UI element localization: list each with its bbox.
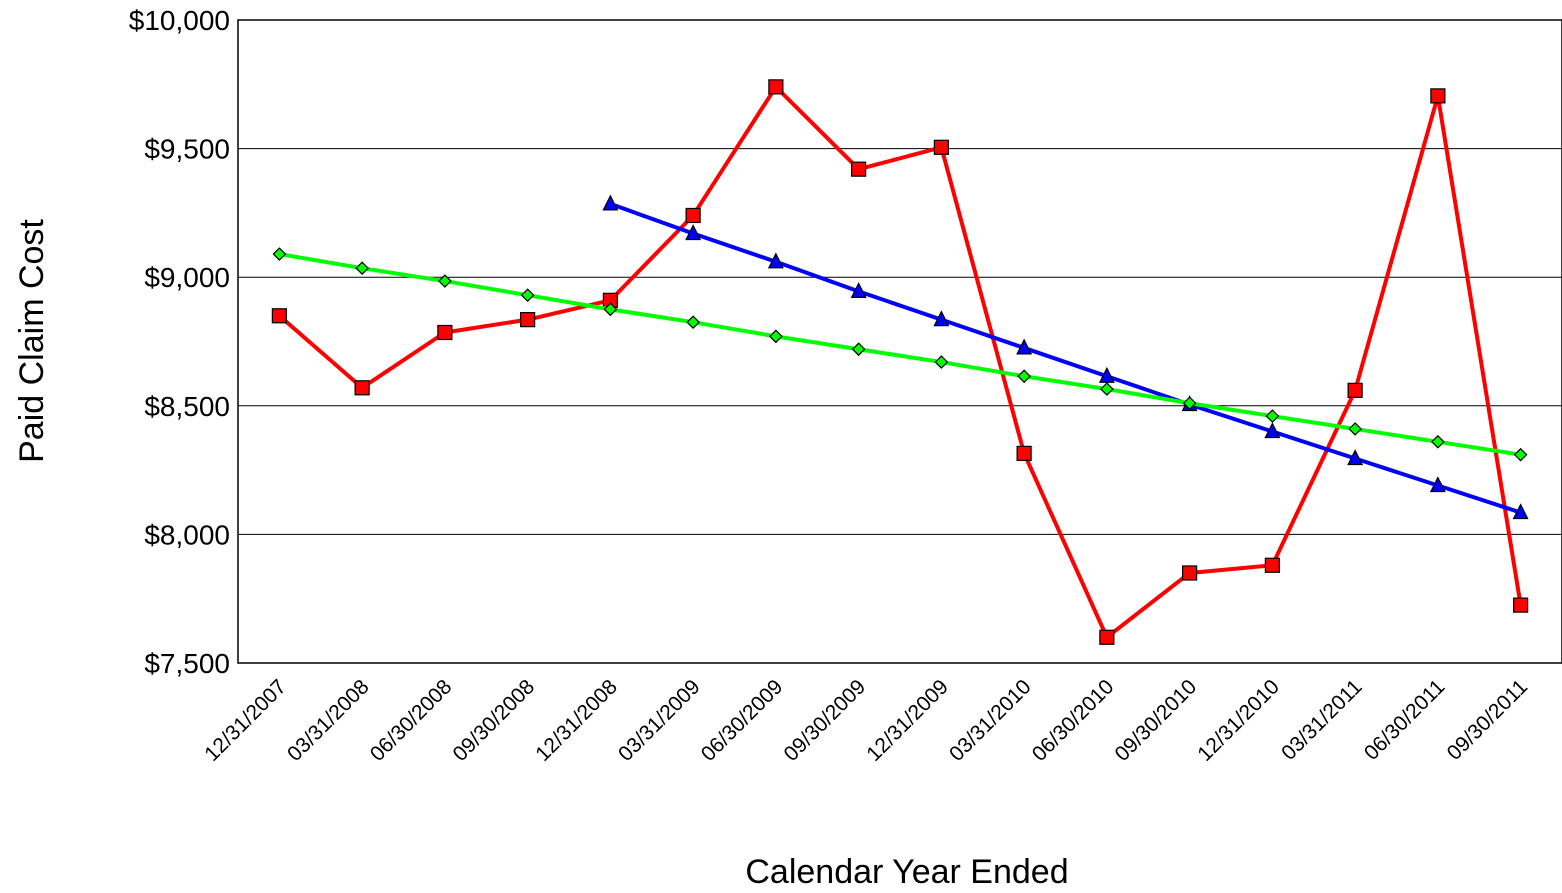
series-line (609, 202, 1522, 515)
y-tick-label: $7,500 (144, 648, 230, 679)
data-point (1513, 447, 1528, 462)
x-tick-label: 12/31/2008 (531, 675, 622, 766)
data-point (1264, 557, 1280, 573)
data-point (851, 342, 866, 357)
data-point (1100, 382, 1114, 396)
x-tick-label: 09/30/2010 (1111, 675, 1202, 766)
data-point (769, 329, 783, 344)
data-point (602, 194, 619, 211)
series-layer (271, 79, 1529, 645)
data-point (1099, 629, 1115, 645)
data-point (933, 310, 950, 327)
x-tick-label: 03/31/2011 (1277, 675, 1366, 764)
x-tick-label: 09/30/2009 (780, 675, 871, 766)
x-tick-label: 09/30/2011 (1443, 675, 1532, 764)
data-point (1182, 565, 1198, 581)
series-1 (271, 79, 1529, 645)
data-point (686, 315, 700, 330)
data-point (438, 274, 452, 288)
plot-area (237, 19, 1562, 664)
x-axis-title: Calendar Year Ended (745, 853, 1068, 891)
data-point (1098, 366, 1115, 383)
data-point (934, 355, 949, 369)
data-point (1265, 409, 1280, 423)
x-tick-label: 03/31/2010 (945, 675, 1036, 766)
data-point (1016, 445, 1032, 461)
x-tick-label: 12/31/2009 (862, 675, 953, 766)
data-point (271, 308, 287, 324)
y-tick-label: $9,000 (144, 262, 230, 293)
x-tick-label: 09/30/2008 (449, 675, 540, 766)
data-point (1264, 422, 1281, 439)
data-point (355, 261, 369, 276)
data-point (1182, 396, 1197, 411)
x-tick-label: 06/30/2010 (1028, 675, 1119, 766)
data-point (272, 247, 287, 261)
x-tick-label: 12/31/2007 (200, 675, 291, 766)
series-line (278, 84, 1523, 640)
data-point (1512, 503, 1529, 520)
data-point (1430, 88, 1446, 104)
data-point (685, 207, 701, 224)
series-3 (272, 247, 1528, 462)
y-tick-label: $8,000 (144, 519, 230, 550)
data-point (1348, 422, 1362, 436)
data-point (1016, 338, 1033, 355)
data-point (520, 312, 536, 328)
y-axis-title: Paid Claim Cost (13, 219, 51, 463)
y-axis-tick-labels: $7,500 $8,000 $8,500 $9,000 $9,500 $10,000 (129, 5, 230, 679)
data-point (437, 324, 453, 341)
x-tick-label: 03/31/2009 (614, 675, 705, 766)
gridlines (238, 19, 1562, 664)
data-point (933, 139, 949, 155)
y-tick-label: $10,000 (129, 5, 230, 36)
x-tick-label: 12/31/2010 (1193, 675, 1284, 766)
data-point (851, 161, 867, 177)
data-point (1513, 597, 1529, 613)
x-tick-label: 06/30/2011 (1360, 675, 1449, 764)
data-point (1429, 476, 1446, 493)
data-point (603, 302, 618, 317)
x-tick-label: 03/31/2008 (283, 675, 374, 766)
x-tick-label: 06/30/2008 (366, 675, 457, 766)
data-point (850, 282, 867, 298)
data-point (1431, 434, 1445, 449)
x-tick-label: 06/30/2009 (697, 675, 788, 766)
data-point (354, 380, 370, 396)
series-2 (602, 194, 1529, 520)
data-point (1017, 369, 1031, 384)
data-point (1347, 449, 1364, 466)
data-point (767, 252, 784, 269)
data-point (685, 224, 702, 241)
y-tick-label: $8,500 (144, 391, 230, 422)
data-point (1347, 382, 1363, 398)
series-line (279, 252, 1521, 457)
x-axis-tick-labels: 12/31/200703/31/200806/30/200809/30/2008… (200, 675, 1532, 766)
data-point (520, 288, 535, 303)
y-tick-label: $9,500 (144, 134, 230, 165)
data-point (768, 79, 784, 95)
